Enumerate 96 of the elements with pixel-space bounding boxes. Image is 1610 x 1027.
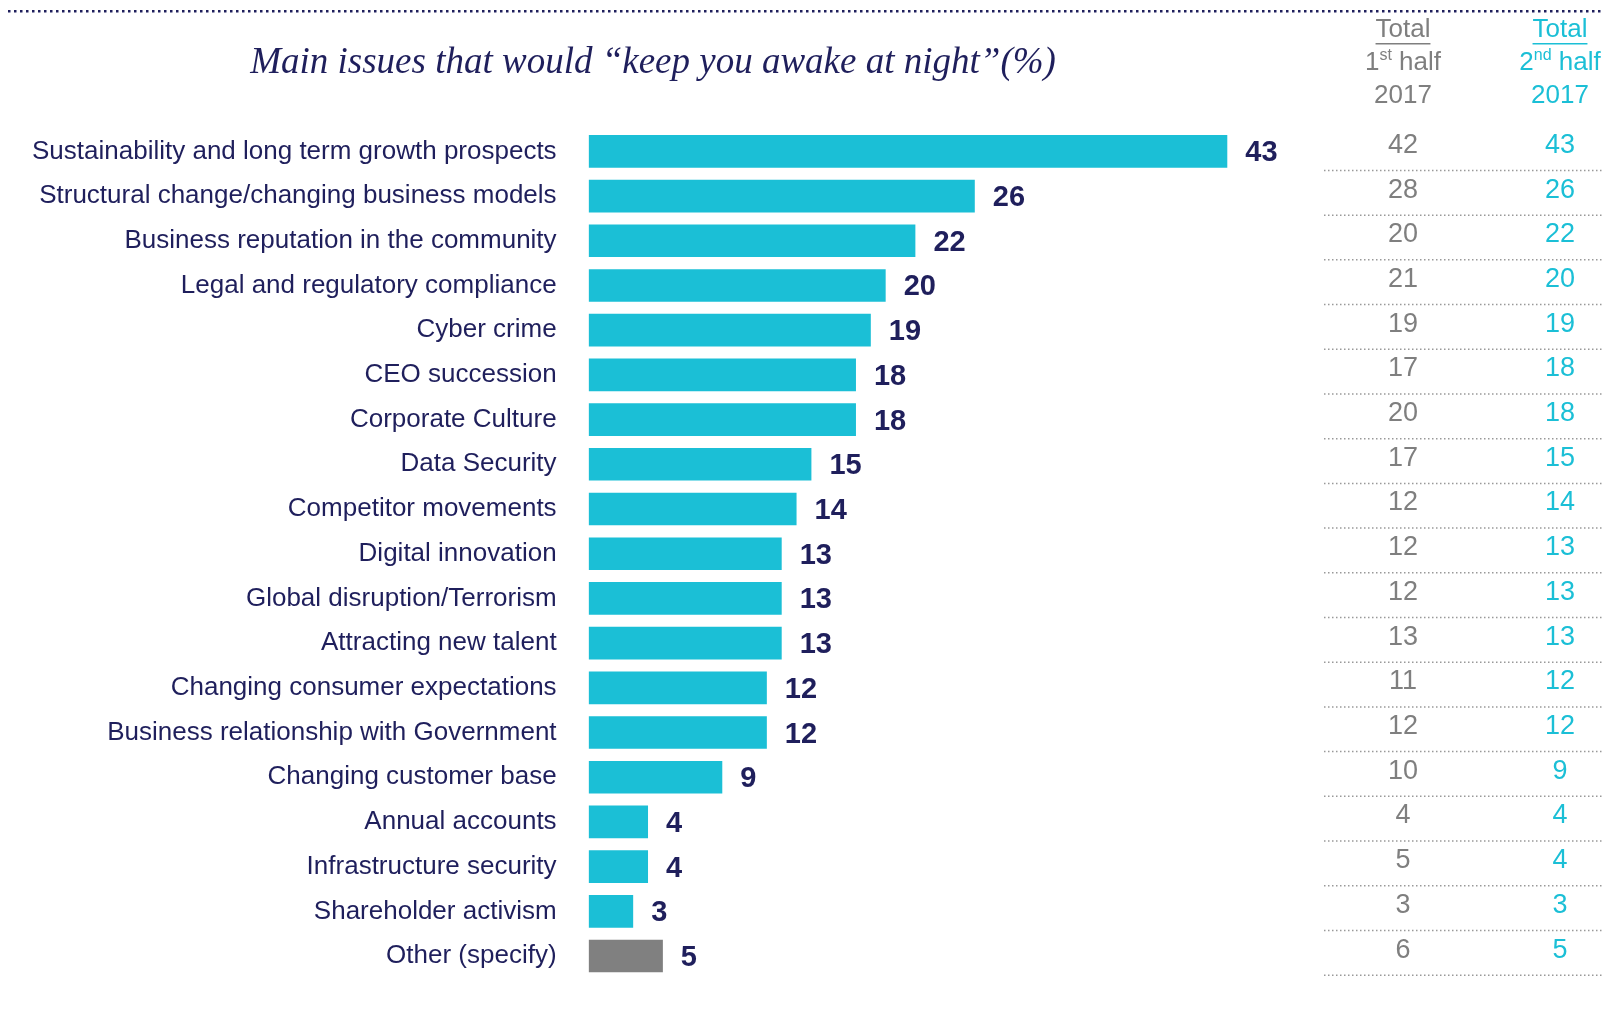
data-label: 13 [1544, 531, 1576, 562]
text: 43 [1245, 135, 1278, 168]
y-tick-label: Infrastructure security [306, 849, 557, 880]
bar [588, 179, 975, 213]
data-label: 15 [1544, 441, 1576, 472]
bar [588, 403, 856, 436]
data-label: 5 [1552, 933, 1568, 964]
data-label: 26 [1544, 173, 1576, 204]
bar [588, 358, 856, 392]
data-label: 12 [1544, 665, 1576, 696]
text: 17 [1387, 352, 1419, 383]
text: 5 [1395, 844, 1411, 875]
text: 42 [1387, 128, 1419, 159]
text: 10 [1387, 754, 1419, 785]
annotation: 14 [814, 492, 847, 525]
y-tick-label: Sustainability and long term growth prospects [32, 134, 557, 165]
y-tick-label: Changing consumer expectations [170, 670, 557, 701]
bar [588, 850, 649, 883]
annotation: 18 [873, 403, 907, 436]
bar [588, 805, 649, 839]
data-label: 43 [1544, 128, 1576, 159]
annotation: 22 [933, 224, 966, 257]
text: 20 [1387, 218, 1419, 249]
bar [588, 716, 767, 749]
data-label: 14 [1544, 486, 1576, 517]
y-tick-label: Attracting new talent [321, 626, 558, 657]
bar [588, 895, 634, 928]
y-tick-label: Other (specify) [386, 939, 557, 970]
text: 4 [1395, 799, 1411, 830]
annotation: 5 [680, 940, 698, 973]
bar [588, 537, 782, 571]
bar [588, 582, 782, 615]
y-tick-label: Corporate Culture [349, 402, 557, 433]
bar [588, 135, 1228, 168]
bar [588, 447, 812, 481]
data-label: 9 [1552, 754, 1568, 785]
annotation: 18 [873, 358, 907, 391]
text: 21 [1387, 262, 1419, 293]
annotation: 4 [666, 805, 683, 838]
data-label: 3 [1552, 888, 1568, 919]
annotation: 15 [829, 448, 862, 481]
y-tick-label: Shareholder activism [313, 894, 557, 925]
annotation: 13 [799, 582, 832, 615]
y-tick-label: CEO succession [364, 358, 557, 389]
bar [588, 492, 797, 526]
y-tick-label: Changing customer base [267, 760, 557, 791]
data-label: 13 [1544, 575, 1576, 606]
annotation: 12 [784, 716, 818, 749]
text: 19 [1387, 307, 1419, 338]
annotation: 3 [651, 895, 668, 928]
annotation: 9 [740, 761, 757, 794]
data-label: 19 [1544, 307, 1576, 338]
y-tick-label: Global disruption/Terrorism [245, 581, 557, 612]
text: 11 [1388, 665, 1418, 696]
text: 3 [1395, 888, 1411, 919]
data-label: 18 [1544, 352, 1576, 383]
y-tick-label: Competitor movements [287, 492, 557, 523]
y-tick-label: Business relationship with Government [107, 715, 558, 746]
annotation: 4 [666, 850, 683, 883]
bar [588, 626, 782, 660]
y-tick-label: Cyber crime [416, 313, 557, 344]
text: 28 [1387, 173, 1419, 204]
text: 12 [1387, 709, 1419, 740]
data-label: 4 [1552, 799, 1568, 830]
data-label: 12 [1544, 709, 1576, 740]
y-tick-label: Data Security [400, 447, 557, 478]
bar [588, 760, 723, 794]
y-tick-label: Structural change/changing business models [39, 179, 557, 210]
text: 12 [1387, 575, 1419, 606]
text: 12 [1387, 486, 1419, 517]
bar [588, 313, 871, 347]
data-label: 13 [1544, 620, 1576, 651]
chart-title: Main issues that would “keep you awake at night”(%) [249, 39, 1056, 82]
annotation: 13 [799, 537, 832, 570]
text: 6 [1395, 933, 1411, 964]
bar [588, 939, 663, 973]
data-label: 20 [1544, 262, 1576, 293]
y-tick-label: Business reputation in the community [124, 223, 557, 254]
text: 13 [1387, 620, 1419, 651]
annotation: 13 [799, 627, 832, 660]
bar [588, 671, 767, 705]
bar [588, 269, 886, 302]
data-label: 22 [1544, 218, 1576, 249]
text: 20 [1387, 397, 1419, 428]
annotation: 26 [992, 180, 1026, 213]
data-label: 4 [1552, 844, 1568, 875]
data-label: 18 [1544, 397, 1576, 428]
y-tick-label: Legal and regulatory compliance [180, 268, 557, 299]
text: 17 [1387, 441, 1419, 472]
annotation: 12 [784, 671, 818, 704]
y-tick-label: Annual accounts [364, 805, 557, 836]
y-tick-label: Digital innovation [358, 536, 557, 567]
annotation: 20 [903, 269, 936, 302]
text: 12 [1387, 531, 1419, 562]
annotation: 19 [888, 314, 922, 347]
bar [588, 224, 916, 258]
